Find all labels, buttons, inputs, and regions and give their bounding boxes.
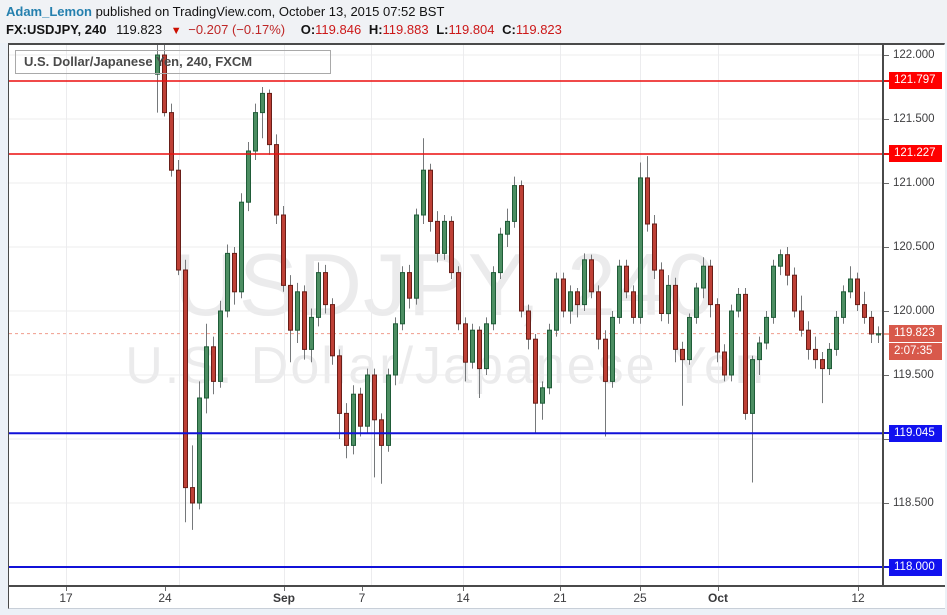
time-tick-mark	[165, 587, 166, 591]
time-tick-label: Oct	[707, 591, 729, 605]
level-price-label-tick	[884, 80, 889, 82]
time-tick-label: 21	[553, 591, 567, 605]
chart-title-text: U.S. Dollar/Japanese Yen, 240, FXCM	[24, 54, 253, 69]
price-tick-label: 120.500	[893, 241, 935, 253]
low-label: L:	[436, 22, 449, 37]
author-link[interactable]: Adam_Lemon	[6, 4, 92, 19]
candlestick-chart-svg	[9, 45, 882, 585]
price-tick-mark	[884, 55, 889, 56]
price-axis[interactable]: 122.000 121.500 121.000 120.500 120.000 119.5…	[882, 45, 945, 585]
high-value: 119.883	[382, 22, 429, 37]
last-price: 119.823	[116, 22, 163, 37]
publish-text: published on TradingView.com, October 13…	[91, 4, 445, 19]
time-tick-label: 24	[158, 591, 172, 605]
axis-corner	[882, 585, 945, 608]
price-tick-mark	[884, 375, 889, 376]
level-price-label: 118.000	[889, 559, 942, 576]
price-tick-label: 121.000	[893, 177, 935, 189]
price-tick-mark	[884, 503, 889, 504]
time-tick-mark	[858, 587, 859, 591]
down-arrow-icon: ▼	[170, 25, 182, 37]
bar-countdown-label: 2:07:35	[889, 343, 942, 360]
chart-widget: USDJPY, 240 U.S. Dollar/Japanese Yen U.S…	[8, 43, 945, 609]
time-tick-label: 7	[358, 591, 366, 605]
time-tick-label: 25	[633, 591, 647, 605]
time-tick-mark	[66, 587, 67, 591]
symbol-info-bar: FX:USDJPY, 240 119.823 ▼ −0.207 (−0.17%)…	[0, 20, 947, 43]
chart-title[interactable]: U.S. Dollar/Japanese Yen, 240, FXCM	[15, 50, 331, 74]
time-tick-label: 17	[59, 591, 73, 605]
time-tick-mark	[560, 587, 561, 591]
publish-bar: Adam_Lemon published on TradingView.com,…	[0, 0, 947, 20]
price-tick-label: 119.500	[893, 369, 934, 381]
price-tick-label: 122.000	[893, 49, 935, 61]
time-tick-label: 12	[851, 591, 865, 605]
close-value: 119.823	[515, 22, 562, 37]
level-price-label-tick	[884, 432, 889, 434]
open-value: 119.846	[315, 22, 362, 37]
level-price-label-tick	[884, 153, 889, 155]
chart-plot-area[interactable]: USDJPY, 240 U.S. Dollar/Japanese Yen U.S…	[9, 45, 882, 585]
time-tick-mark	[463, 587, 464, 591]
open-label: O:	[300, 22, 316, 37]
price-change: −0.207 (−0.17%)	[188, 22, 286, 37]
level-price-label: 121.797	[889, 72, 942, 89]
time-axis[interactable]: 17 24 Sep 7 14 21 25 Oct 12	[9, 585, 882, 608]
price-tick-label: 118.500	[893, 497, 934, 509]
level-price-label: 121.227	[889, 145, 942, 162]
time-tick-mark	[362, 587, 363, 591]
level-price-label: 119.045	[889, 425, 942, 442]
close-label: C:	[502, 22, 516, 37]
price-tick-label: 120.000	[893, 305, 935, 317]
symbol-label: FX:USDJPY, 240	[6, 22, 107, 37]
current-price-label-tick	[884, 333, 889, 335]
level-price-label-tick	[884, 566, 889, 568]
price-tick-mark	[884, 439, 889, 440]
price-tick-mark	[884, 247, 889, 248]
time-tick-mark	[640, 587, 641, 591]
low-value: 119.804	[448, 22, 495, 37]
price-tick-label: 121.500	[893, 113, 935, 125]
time-tick-mark	[284, 587, 285, 591]
high-label: H:	[368, 22, 383, 37]
time-tick-label: 14	[456, 591, 470, 605]
price-tick-mark	[884, 183, 889, 184]
current-price-label: 119.823	[889, 325, 942, 342]
price-tick-mark	[884, 119, 889, 120]
price-tick-mark	[884, 311, 889, 312]
time-tick-mark	[718, 587, 719, 591]
time-tick-label: Sep	[272, 591, 296, 605]
